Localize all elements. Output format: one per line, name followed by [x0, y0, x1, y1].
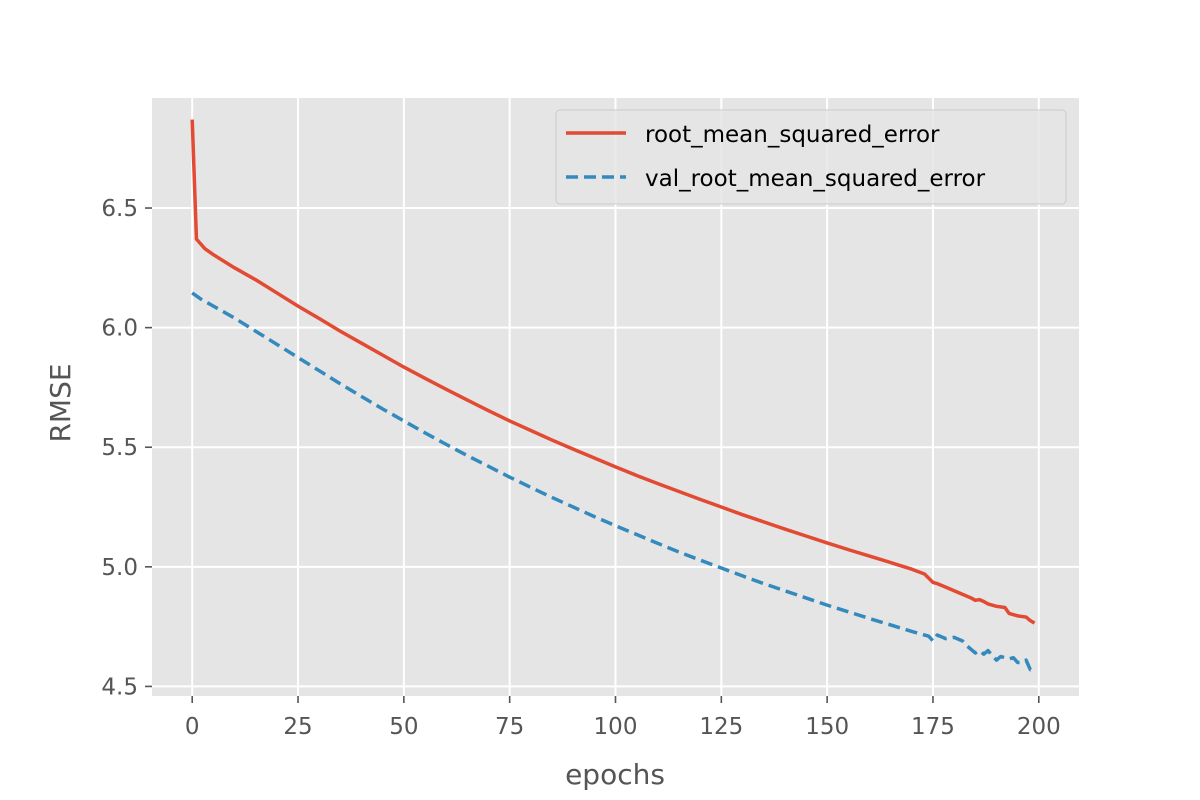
- legend: root_mean_squared_error val_root_mean_sq…: [555, 109, 1067, 205]
- legend-label-train: root_mean_squared_error: [645, 122, 940, 148]
- series-layer: [190, 119, 1036, 672]
- x-tick-label: 25: [283, 714, 312, 740]
- y-tick-label: 6.0: [101, 316, 138, 342]
- x-tick-label: 50: [389, 714, 418, 740]
- x-tick-label: 100: [594, 714, 638, 740]
- x-tick-label: 200: [1017, 714, 1061, 740]
- x-tick-label: 150: [805, 714, 849, 740]
- y-tick-label: 4.5: [101, 674, 138, 700]
- y-tick-label: 5.0: [101, 555, 138, 581]
- x-axis-title: epochs: [565, 758, 665, 791]
- y-tick-label: 5.5: [101, 435, 138, 461]
- y-tick-label: 6.5: [101, 196, 138, 222]
- legend-box: [555, 109, 1067, 205]
- y-axis-ticks: 4.5 5.0 5.5 6.0 6.5: [101, 196, 152, 700]
- x-tick-label: 75: [495, 714, 524, 740]
- train-rmse-line: [190, 119, 1036, 625]
- x-tick-label: 125: [699, 714, 743, 740]
- x-tick-label: 0: [185, 714, 200, 740]
- legend-label-val: val_root_mean_squared_error: [645, 166, 986, 192]
- x-axis-ticks: 0 25 50 75 100 125 150 175 200: [185, 696, 1061, 740]
- val-rmse-line: [191, 291, 1035, 672]
- y-axis-title: RMSE: [44, 363, 77, 442]
- x-tick-label: 175: [911, 714, 955, 740]
